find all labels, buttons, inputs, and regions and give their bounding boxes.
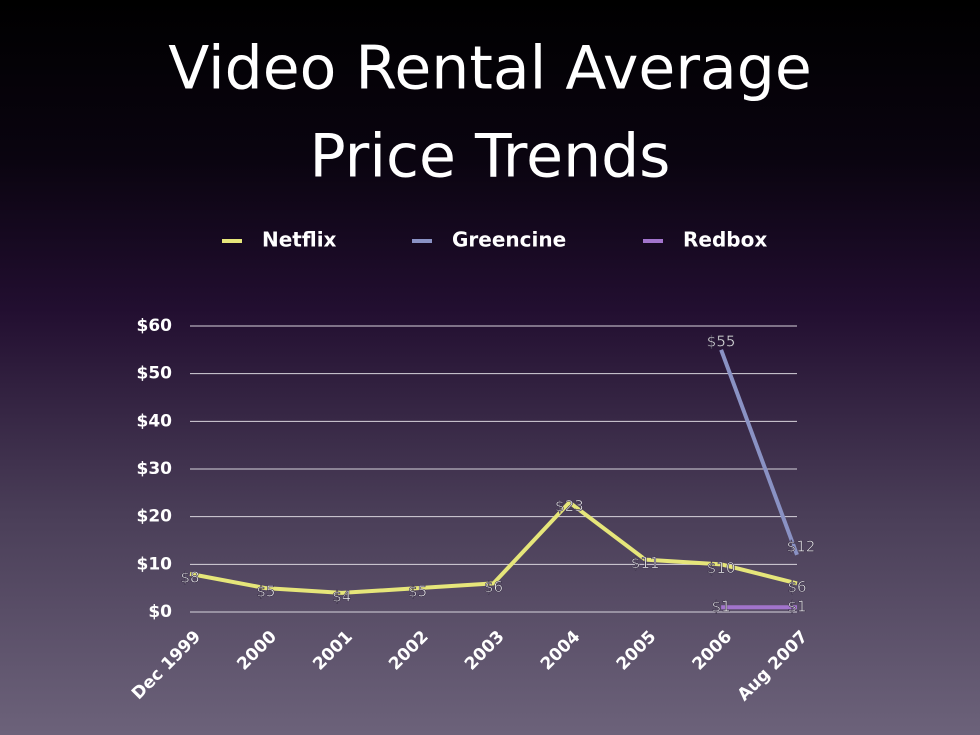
data-label: $1	[787, 598, 806, 616]
y-tick-label: $40	[137, 411, 173, 431]
y-tick-label: $50	[137, 364, 173, 384]
data-label: $5	[408, 583, 427, 601]
chart-title: Price Trends	[310, 122, 671, 192]
y-tick-label: $60	[137, 316, 173, 336]
data-label: $4	[332, 587, 351, 605]
data-label: $11	[631, 554, 660, 572]
data-label: $5	[256, 583, 275, 601]
y-tick-label: $30	[137, 459, 173, 479]
data-label: $55	[707, 332, 736, 350]
chart-title: Video Rental Average	[168, 34, 812, 104]
data-label: $10	[707, 559, 736, 577]
y-tick-label: $10	[137, 554, 173, 574]
legend-label: Redbox	[683, 228, 767, 252]
legend-label: Netflix	[262, 228, 337, 252]
data-label: $12	[787, 537, 816, 555]
y-tick-label: $0	[148, 602, 172, 622]
data-label: $8	[180, 568, 199, 586]
y-tick-label: $20	[137, 507, 173, 527]
series-line	[189, 500, 798, 595]
data-label: $6	[787, 578, 806, 596]
series-line	[719, 349, 799, 556]
legend-label: Greencine	[452, 228, 566, 252]
data-label: $6	[484, 578, 503, 596]
data-label: $23	[555, 497, 584, 515]
data-label: $1	[712, 598, 731, 616]
